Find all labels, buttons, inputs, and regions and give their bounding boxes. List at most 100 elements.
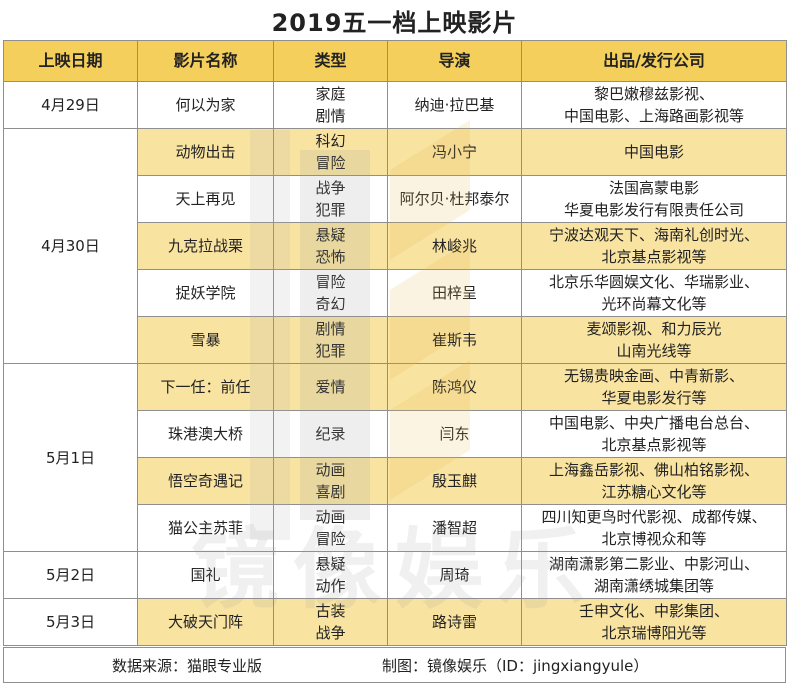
- genre-cell: 悬疑 动作: [273, 551, 388, 599]
- genre-tag: 动画: [315, 508, 346, 526]
- table-body: 4月29日 何以为家 家庭 剧情 纳迪·拉巴基 黎巴嫩穆兹影视、 中国电影、上海路画影视等 4…: [3, 81, 787, 646]
- company-line: 中国电影、中央广播电台总台、: [548, 414, 759, 432]
- genre-tag: 古装: [315, 602, 346, 620]
- release-date-cell: 4月29日: [3, 81, 138, 129]
- film-name-cell: 大破天门阵: [137, 598, 274, 646]
- company-line: 中国电影: [623, 143, 684, 161]
- director-cell: 殷玉麒: [387, 457, 522, 505]
- director-cell: 陈鸿仪: [387, 363, 522, 411]
- column-header-date: 上映日期: [3, 40, 138, 82]
- genre-tag: 冒险: [315, 273, 346, 291]
- table-row: 4月29日 何以为家 家庭 剧情 纳迪·拉巴基 黎巴嫩穆兹影视、 中国电影、上海路画影视等: [3, 81, 787, 129]
- company-line: 山南光线等: [616, 342, 692, 360]
- table-row: 4月30日 动物出击 科幻 冒险 冯小宁 中国电影: [3, 128, 787, 364]
- company-line: 北京基点影视等: [601, 248, 707, 266]
- company-line: 麦颂影视、和力辰光: [586, 320, 722, 338]
- company-line: 宁波达观天下、海南礼创时光、: [548, 226, 759, 244]
- company-line: 光环尚幕文化等: [601, 295, 707, 313]
- genre-cell: 悬疑 恐怖: [273, 222, 388, 270]
- genre-cell: 古装 战争: [273, 598, 388, 646]
- film-name-cell: 国礼: [137, 551, 274, 599]
- company-line: 法国高蒙电影: [608, 179, 699, 197]
- film-name-cell: 雪暴: [137, 316, 274, 364]
- table-row: 捉妖学院 冒险 奇幻 田梓呈 北京乐华圆娱文化、华瑞影业、 光环尚幕文化等: [4, 269, 787, 317]
- company-cell: 四川知更鸟时代影视、成都传媒、 北京博视众和等: [521, 504, 787, 552]
- column-header-film: 影片名称: [137, 40, 274, 82]
- genre-tag: 冒险: [315, 154, 346, 172]
- table-row: 珠港澳大桥 纪录 闫东 中国电影、中央广播电台总台、 北京基点影视等: [4, 410, 787, 458]
- table-header-row: 上映日期 影片名称 类型 导演 出品/发行公司: [3, 40, 787, 82]
- company-line: 中国电影、上海路画影视等: [563, 107, 744, 125]
- table-row: 九克拉战栗 悬疑 恐怖 林峻兆 宁波达观天下、海南礼创时光、 北京基点影视等: [4, 222, 787, 270]
- table-row: 5月3日 大破天门阵 古装 战争 路诗雷 壬申文化、中影集团、 北京瑞博阳光等: [3, 598, 787, 646]
- company-line: 湖南潇绣城集团等: [593, 577, 714, 595]
- company-line: 北京基点影视等: [601, 436, 707, 454]
- film-name-cell: 天上再见: [137, 175, 274, 223]
- column-header-genre: 类型: [273, 40, 388, 82]
- genre-tag: 恐怖: [315, 248, 346, 266]
- genre-cell: 剧情 犯罪: [273, 316, 388, 364]
- film-name-cell: 猫公主苏菲: [137, 504, 274, 552]
- film-name-cell: 九克拉战栗: [137, 222, 274, 270]
- genre-cell: 科幻 冒险: [273, 128, 388, 176]
- genre-tag: 犯罪: [315, 201, 346, 219]
- company-line: 上海鑫岳影视、佛山柏铭影视、: [548, 461, 759, 479]
- genre-cell: 家庭 剧情: [273, 81, 388, 129]
- company-cell: 湖南潇影第二影业、中影河山、 湖南潇绣城集团等: [521, 551, 787, 599]
- company-cell: 无锡贵映金画、中青新影、 华夏电影发行等: [521, 363, 787, 411]
- table-row: 天上再见 战争 犯罪 阿尔贝·杜邦泰尔 法国高蒙电影华夏电影发行有限责任公司: [4, 175, 787, 223]
- genre-tag: 纪录: [315, 425, 346, 443]
- genre-tag: 家庭: [315, 85, 346, 103]
- company-line: 华夏电影发行有限责任公司: [563, 201, 744, 219]
- genre-cell: 爱情: [273, 363, 388, 411]
- company-cell: 中国电影、中央广播电台总台、 北京基点影视等: [521, 410, 787, 458]
- genre-tag: 战争: [315, 624, 346, 642]
- genre-tag: 动作: [315, 577, 346, 595]
- release-date-cell: 5月1日: [3, 363, 138, 552]
- company-line: 壬申文化、中影集团、: [578, 602, 729, 620]
- company-line: 华夏电影发行等: [601, 389, 707, 407]
- film-name-cell: 动物出击: [137, 128, 274, 176]
- table-row: 雪暴 剧情 犯罪 崔斯韦 麦颂影视、和力辰光 山南光线等: [4, 316, 787, 364]
- director-cell: 闫东: [387, 410, 522, 458]
- company-line: 北京博视众和等: [601, 530, 707, 548]
- film-name-cell: 捉妖学院: [137, 269, 274, 317]
- company-cell: 上海鑫岳影视、佛山柏铭影视、 江苏糖心文化等: [521, 457, 787, 505]
- genre-cell: 动画 喜剧: [273, 457, 388, 505]
- company-line: 北京瑞博阳光等: [601, 624, 707, 642]
- company-line: 北京乐华圆娱文化、华瑞影业、: [548, 273, 759, 291]
- table-row: 悟空奇遇记 动画 喜剧 殷玉麒 上海鑫岳影视、佛山柏铭影视、 江苏糖心文化等: [4, 457, 787, 505]
- director-cell: 阿尔贝·杜邦泰尔: [387, 175, 522, 223]
- genre-tag: 冒险: [315, 530, 346, 548]
- company-line: 湖南潇影第二影业、中影河山、: [548, 555, 759, 573]
- company-cell: 宁波达观天下、海南礼创时光、 北京基点影视等: [521, 222, 787, 270]
- page-title: 2019五一档上映影片: [271, 8, 518, 37]
- director-cell: 田梓呈: [387, 269, 522, 317]
- release-date-cell: 5月2日: [3, 551, 138, 599]
- genre-tag: 奇幻: [315, 295, 346, 313]
- credit-note: 制图：镜像娱乐（ID：jingxiangyule）: [382, 656, 649, 675]
- release-date-cell: 5月3日: [3, 598, 138, 646]
- company-line: 四川知更鸟时代影视、成都传媒、: [541, 508, 767, 526]
- company-line: 黎巴嫩穆兹影视、: [593, 85, 714, 103]
- genre-cell: 战争 犯罪: [273, 175, 388, 223]
- company-cell: 壬申文化、中影集团、 北京瑞博阳光等: [521, 598, 787, 646]
- director-cell: 潘智超: [387, 504, 522, 552]
- company-cell: 北京乐华圆娱文化、华瑞影业、 光环尚幕文化等: [521, 269, 787, 317]
- genre-tag: 剧情: [315, 107, 346, 125]
- table-row: 猫公主苏菲 动画 冒险 潘智超 四川知更鸟时代影视、成都传媒、 北京博视众和等: [4, 504, 787, 552]
- genre-cell: 纪录: [273, 410, 388, 458]
- director-cell: 崔斯韦: [387, 316, 522, 364]
- data-source-note: 数据来源：猫眼专业版: [112, 656, 263, 675]
- film-schedule-table: 上映日期 影片名称 类型 导演 出品/发行公司 4月29日 何以为家 家庭 剧情 纳迪·…: [3, 40, 787, 646]
- genre-tag: 喜剧: [315, 483, 346, 501]
- company-cell: 黎巴嫩穆兹影视、中国电影、上海路画影视等: [521, 81, 787, 129]
- genre-tag: 悬疑: [315, 555, 346, 573]
- company-cell: 中国电影: [521, 128, 787, 176]
- genre-tag: 悬疑: [315, 226, 346, 244]
- table-row: 5月1日 下一任：前任 爱情 陈鸿仪 无锡贵映金画、中青新影、 华夏电影发行等: [3, 363, 787, 552]
- footer: 数据来源：猫眼专业版 制图：镜像娱乐（ID：jingxiangyule）: [3, 647, 786, 683]
- company-cell: 麦颂影视、和力辰光 山南光线等: [521, 316, 787, 364]
- director-cell: 冯小宁: [387, 128, 522, 176]
